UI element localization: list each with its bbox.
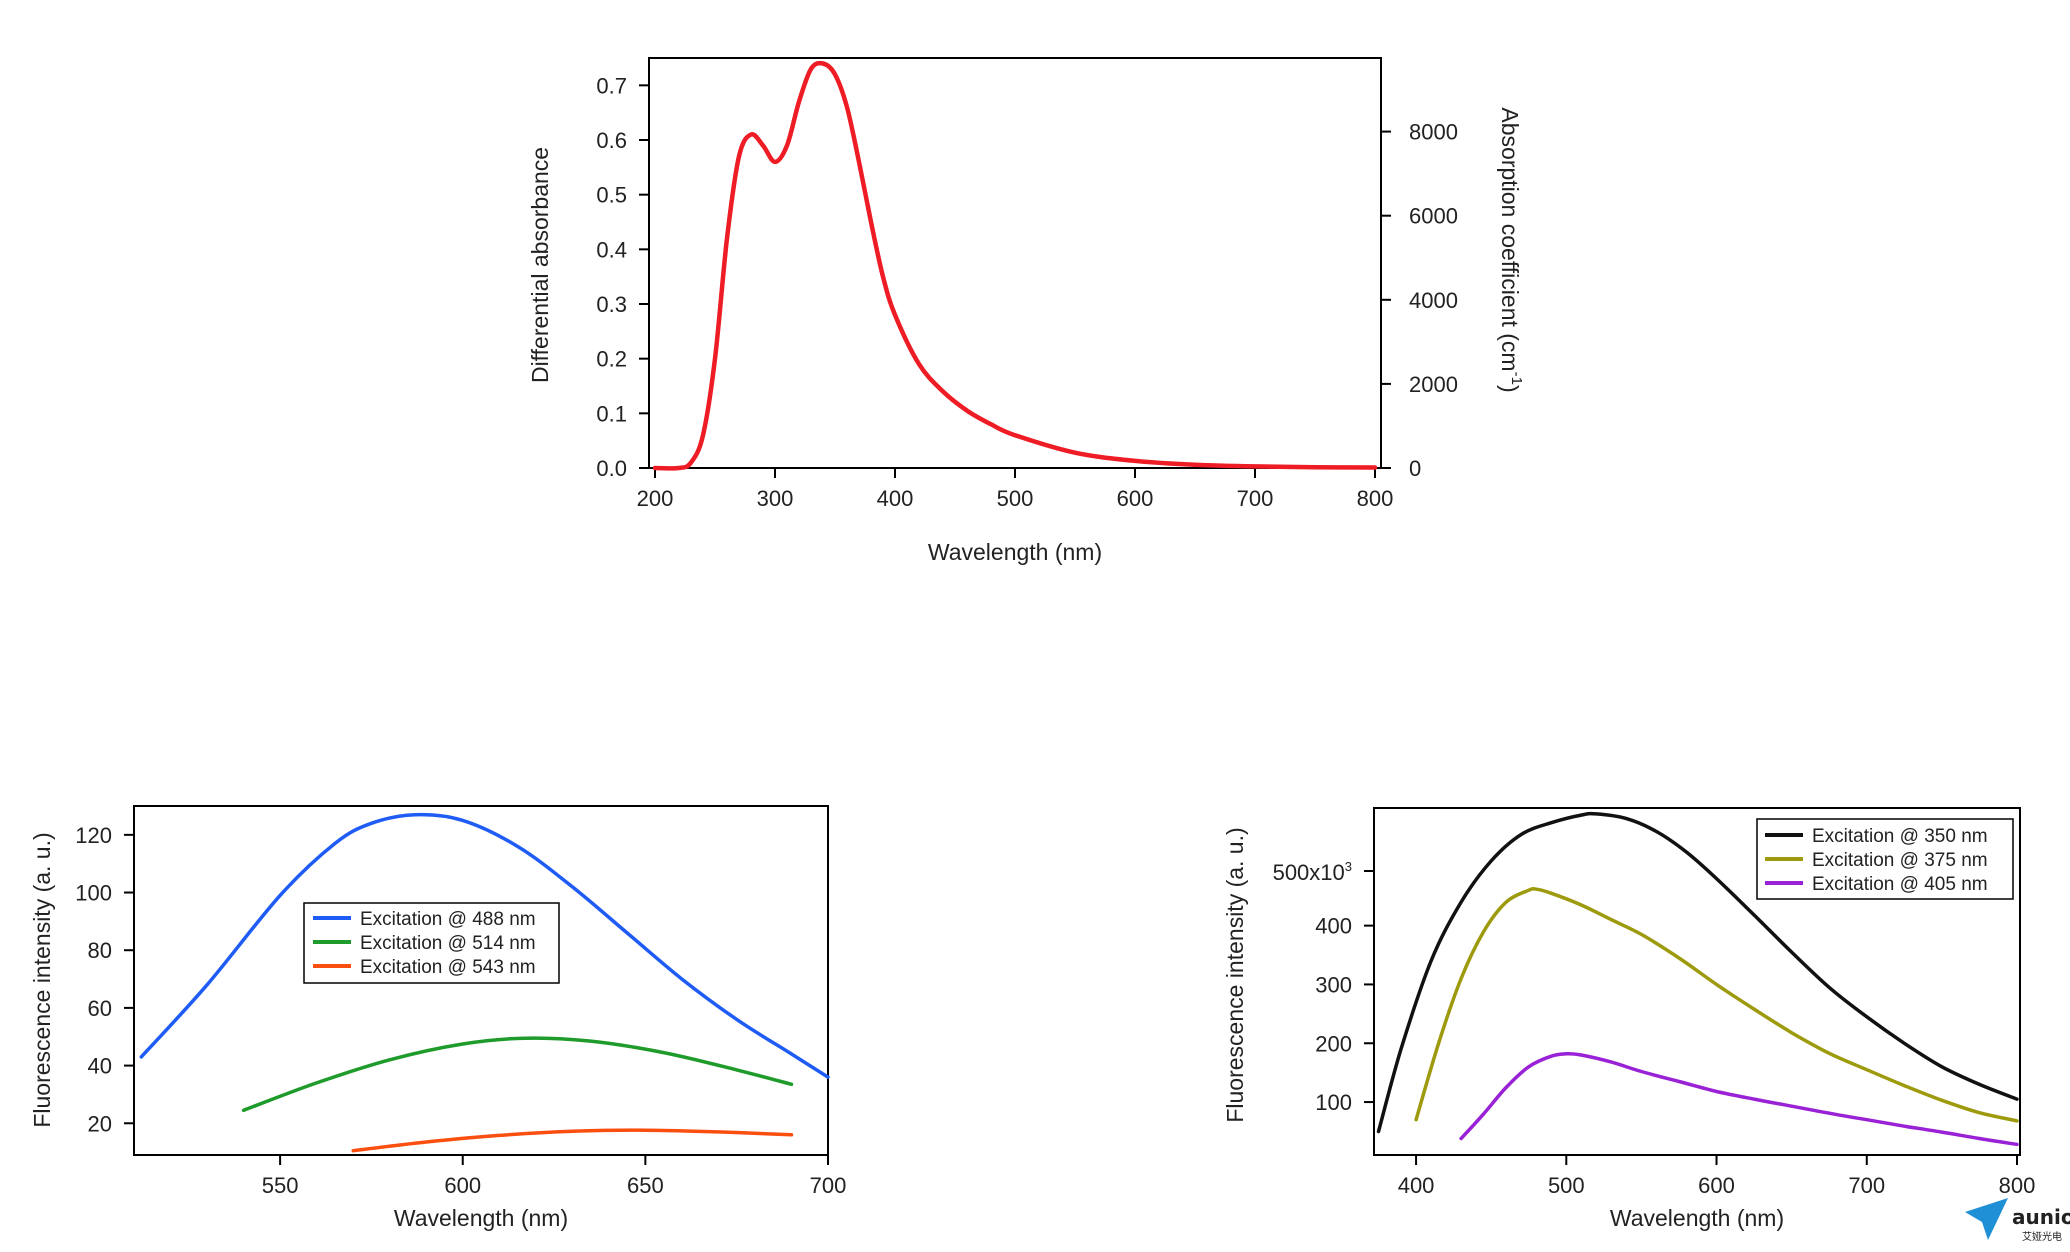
y-tick-label-0.3: 0.3 <box>596 292 627 317</box>
series-line-1-1 <box>241 1036 794 1113</box>
absorbance-chart: 200 300 400 500 600 700 800 0.0 0.1 0.2 0.3 0.4 0.5… <box>527 57 1525 565</box>
y-tick-label-300: 300 <box>1315 972 1352 997</box>
legend-label-488: Excitation @ 488 nm <box>360 909 536 930</box>
x-tick-label-500: 500 <box>1548 1173 1585 1198</box>
x-tick-label-600: 600 <box>444 1173 481 1198</box>
x-tick-label-400: 400 <box>877 486 914 511</box>
plot-frame <box>1373 807 2021 1156</box>
legend: Excitation @ 488 nm Excitation @ 514 nm … <box>303 902 560 984</box>
fluorescence-chart-left: 550 600 650 700 20 40 60 80 100 120 Excitation @… <box>29 805 847 1231</box>
y-tick-label-100: 100 <box>1315 1090 1352 1115</box>
x-axis-ticks: 550 600 650 700 <box>262 1155 847 1198</box>
series-line-2-0 <box>1376 811 2019 1134</box>
y2-tick-label-8000: 8000 <box>1409 120 1458 145</box>
x-axis-ticks: 400 500 600 700 800 <box>1398 1155 2036 1198</box>
x-tick-label-400: 400 <box>1398 1173 1435 1198</box>
y-tick-label-0.2: 0.2 <box>596 347 627 372</box>
x-axis-label: Wavelength (nm) <box>928 539 1102 565</box>
y2-axis-label: Absorption coefficient (cm-1) <box>1497 107 1525 392</box>
y-tick-label-40: 40 <box>88 1054 112 1079</box>
y-tick-label-0.7: 0.7 <box>596 73 627 98</box>
y-axis-ticks: 100 200 300 400 <box>1315 914 1374 1115</box>
legend-label-375: Excitation @ 375 nm <box>1812 850 1988 871</box>
y2-tick-label-6000: 6000 <box>1409 204 1458 229</box>
y2-tick-label-2000: 2000 <box>1409 372 1458 397</box>
x-tick-label-800: 800 <box>1357 486 1394 511</box>
series-line-1-2 <box>351 1128 794 1153</box>
series-group <box>652 60 1378 471</box>
y-tick-label-400: 400 <box>1315 914 1352 939</box>
x-tick-label-200: 200 <box>637 486 674 511</box>
y-tick-label-0.5: 0.5 <box>596 183 627 208</box>
x-tick-label-700: 700 <box>1848 1173 1885 1198</box>
y2-tick-label-0: 0 <box>1409 456 1421 481</box>
y-axis-ticks: 0.0 0.1 0.2 0.3 0.4 0.5 0.6 0.7 <box>596 73 649 481</box>
x-tick-label-650: 650 <box>627 1173 664 1198</box>
series-line-2-2 <box>1459 1051 2019 1147</box>
y-axis-label: Differential absorbance <box>527 147 553 383</box>
y-axis-label: Fluorescence intensity (a. u.) <box>29 832 55 1127</box>
plot-frame <box>133 805 829 1156</box>
x-tick-label-700: 700 <box>1237 486 1274 511</box>
brand-logo: aunion 艾娅光电 <box>1965 1198 2070 1243</box>
y-tick-label-120: 120 <box>75 823 112 848</box>
x-tick-label-600: 600 <box>1117 486 1154 511</box>
series-line-0-0 <box>652 60 1378 471</box>
series-group <box>139 812 830 1153</box>
y2-tick-label-4000: 4000 <box>1409 288 1458 313</box>
x-tick-label-300: 300 <box>757 486 794 511</box>
x-tick-label-800: 800 <box>1999 1173 2036 1198</box>
legend: Excitation @ 350 nm Excitation @ 375 nm … <box>1756 818 2014 900</box>
y-tick-label-0.4: 0.4 <box>596 237 627 262</box>
fluorescence-chart-right: 400 500 600 700 800 100 200 300 400 500x103 Exc… <box>1222 807 2036 1231</box>
y-tick-label-500x10-3: 500x103 <box>1273 859 1352 885</box>
y-tick-label-0.0: 0.0 <box>596 456 627 481</box>
x-tick-label-600: 600 <box>1698 1173 1735 1198</box>
x-axis-label: Wavelength (nm) <box>1610 1205 1784 1231</box>
x-tick-label-700: 700 <box>810 1173 847 1198</box>
x-tick-label-500: 500 <box>997 486 1034 511</box>
y-tick-label-80: 80 <box>88 938 112 963</box>
y2-axis-ticks: 0 2000 4000 6000 8000 <box>1381 120 1458 481</box>
legend-label-543: Excitation @ 543 nm <box>360 957 536 978</box>
legend-label-350: Excitation @ 350 nm <box>1812 826 1988 847</box>
y-axis-ticks: 20 40 60 80 100 120 <box>75 823 134 1136</box>
plot-frame <box>648 57 1382 469</box>
y-tick-label-200: 200 <box>1315 1031 1352 1056</box>
y-tick-label-60: 60 <box>88 996 112 1021</box>
y-axis-label: Fluorescence intensity (a. u.) <box>1222 827 1248 1122</box>
y-tick-label-0.6: 0.6 <box>596 128 627 153</box>
y-tick-label-20: 20 <box>88 1111 112 1136</box>
legend-label-405: Excitation @ 405 nm <box>1812 874 1988 895</box>
logo-subtext: 艾娅光电 <box>2022 1230 2062 1243</box>
paper-plane-icon <box>1965 1198 2008 1240</box>
series-group <box>1376 811 2019 1147</box>
x-tick-label-550: 550 <box>262 1173 299 1198</box>
series-line-1-0 <box>139 812 830 1079</box>
logo-text: aunion <box>2012 1205 2070 1229</box>
y-tick-label-0.1: 0.1 <box>596 401 627 426</box>
x-axis-label: Wavelength (nm) <box>394 1205 568 1231</box>
legend-label-514: Excitation @ 514 nm <box>360 933 536 954</box>
series-line-2-1 <box>1414 887 2019 1123</box>
x-axis-ticks: 200 300 400 500 600 700 800 <box>637 468 1394 511</box>
y-tick-label-100: 100 <box>75 881 112 906</box>
